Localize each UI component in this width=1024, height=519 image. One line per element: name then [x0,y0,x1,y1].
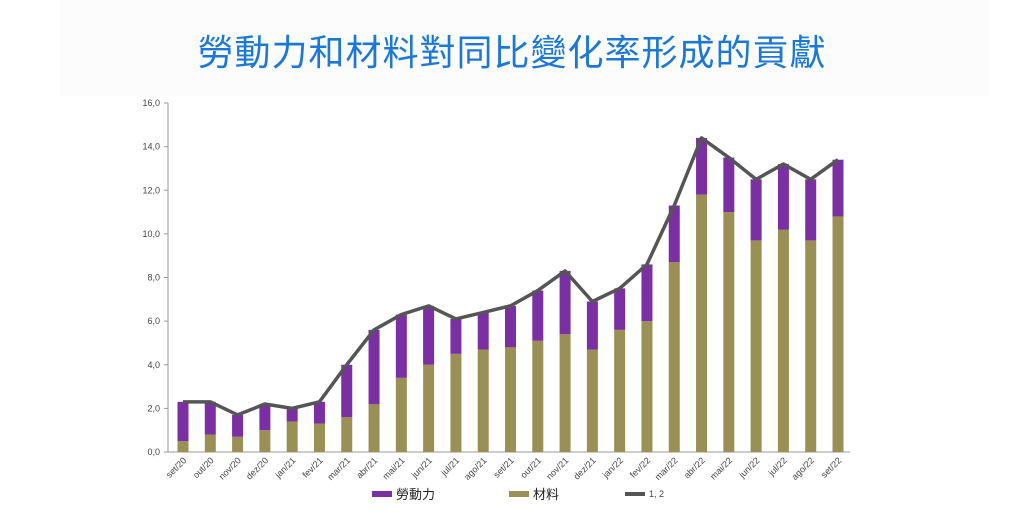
bar-material [505,347,516,452]
y-tick-label: 14,0 [142,142,160,152]
bar-material [805,240,817,452]
bar-labor [259,404,271,431]
bar-material [696,194,708,453]
bar-material [777,229,789,452]
bar-labor [668,205,680,263]
x-tick-label: ago/22 [790,455,817,482]
x-tick-label: jun/22 [736,455,761,480]
bar-material [259,430,271,452]
bar-material [586,349,598,452]
x-tick-label: out/21 [518,455,543,480]
legend-label: 勞動力 [396,488,435,503]
bar-labor [286,408,298,422]
legend-swatch [372,491,392,497]
legend-label: 1, 2 [649,489,664,499]
bar-labor [559,270,571,335]
y-tick-label: 10,0 [142,229,160,239]
bar-material [641,321,653,452]
bar-material [368,404,380,452]
bar-material [723,212,735,452]
bar-labor [750,179,762,241]
x-tick-label: abr/21 [354,455,379,480]
x-tick-label: jul/21 [438,455,461,478]
x-tick-label: mar/21 [325,455,352,482]
bar-material [395,377,407,452]
x-tick-label: fev/21 [300,455,324,479]
x-tick-label: nov/20 [217,455,243,481]
bar-labor [505,305,516,348]
x-tick-label: dez/20 [244,455,270,481]
bar-labor [232,414,244,437]
x-tick-label: out/20 [191,455,216,480]
bar-labor [641,264,653,322]
x-tick-label: mar/22 [653,455,680,482]
bar-material [668,262,680,452]
bar-labor [777,164,789,230]
x-tick-label: set/21 [491,455,515,479]
bar-labor [177,401,189,442]
bar-material [614,329,626,452]
y-tick-label: 6,0 [147,316,160,326]
bar-labor [423,305,435,365]
bar-material [232,436,244,452]
x-tick-label: jul/22 [766,455,789,478]
x-tick-label: mai/21 [381,455,407,481]
bar-labor [832,159,844,217]
bar-material [532,340,544,452]
x-tick-label: jun/21 [409,455,434,480]
bar-labor [723,157,735,213]
x-tick-label: fev/22 [628,455,652,479]
legend-swatch [509,491,529,497]
bar-labor [696,137,708,195]
bar-material [423,364,435,452]
bar-labor [805,179,817,241]
legend-label: 材料 [533,488,559,503]
bar-material [477,349,489,452]
bar-labor [532,290,544,341]
bar-material [286,421,298,452]
bar-material [177,441,189,452]
title-band [60,0,990,96]
bar-labor [341,364,353,418]
x-tick-label: jan/21 [272,455,297,480]
bar-labor [368,329,380,405]
bar-material [559,334,571,452]
x-tick-label: dez/21 [572,455,598,481]
bar-labor [313,401,325,424]
bar-labor [395,314,407,378]
bar-material [313,423,325,452]
bar-material [750,240,762,452]
x-tick-label: abr/22 [682,455,707,480]
y-tick-label: 12,0 [142,185,160,195]
bar-material [341,417,353,452]
y-tick-label: 8,0 [147,273,160,283]
y-tick-label: 0,0 [147,447,160,457]
y-tick-label: 2,0 [147,403,160,413]
y-tick-label: 4,0 [147,360,160,370]
bar-labor [450,318,462,354]
x-tick-label: jan/22 [600,455,625,480]
x-tick-label: ago/21 [462,455,489,482]
bar-material [450,353,462,452]
bar-labor [614,288,626,330]
chart-title: 勞動力和材料對同比變化率形成的貢獻 [197,33,827,74]
line-series [183,136,840,417]
bar-material [204,434,216,452]
bar-labor [204,401,216,435]
x-tick-label: set/22 [819,455,843,479]
x-tick-label: set/20 [164,455,188,479]
x-tick-label: mai/22 [708,455,734,481]
bar-labor [586,301,598,350]
x-tick-label: nov/21 [544,455,570,481]
bar-material [832,216,844,452]
bar-labor [477,312,489,350]
y-tick-label: 16,0 [142,98,160,108]
